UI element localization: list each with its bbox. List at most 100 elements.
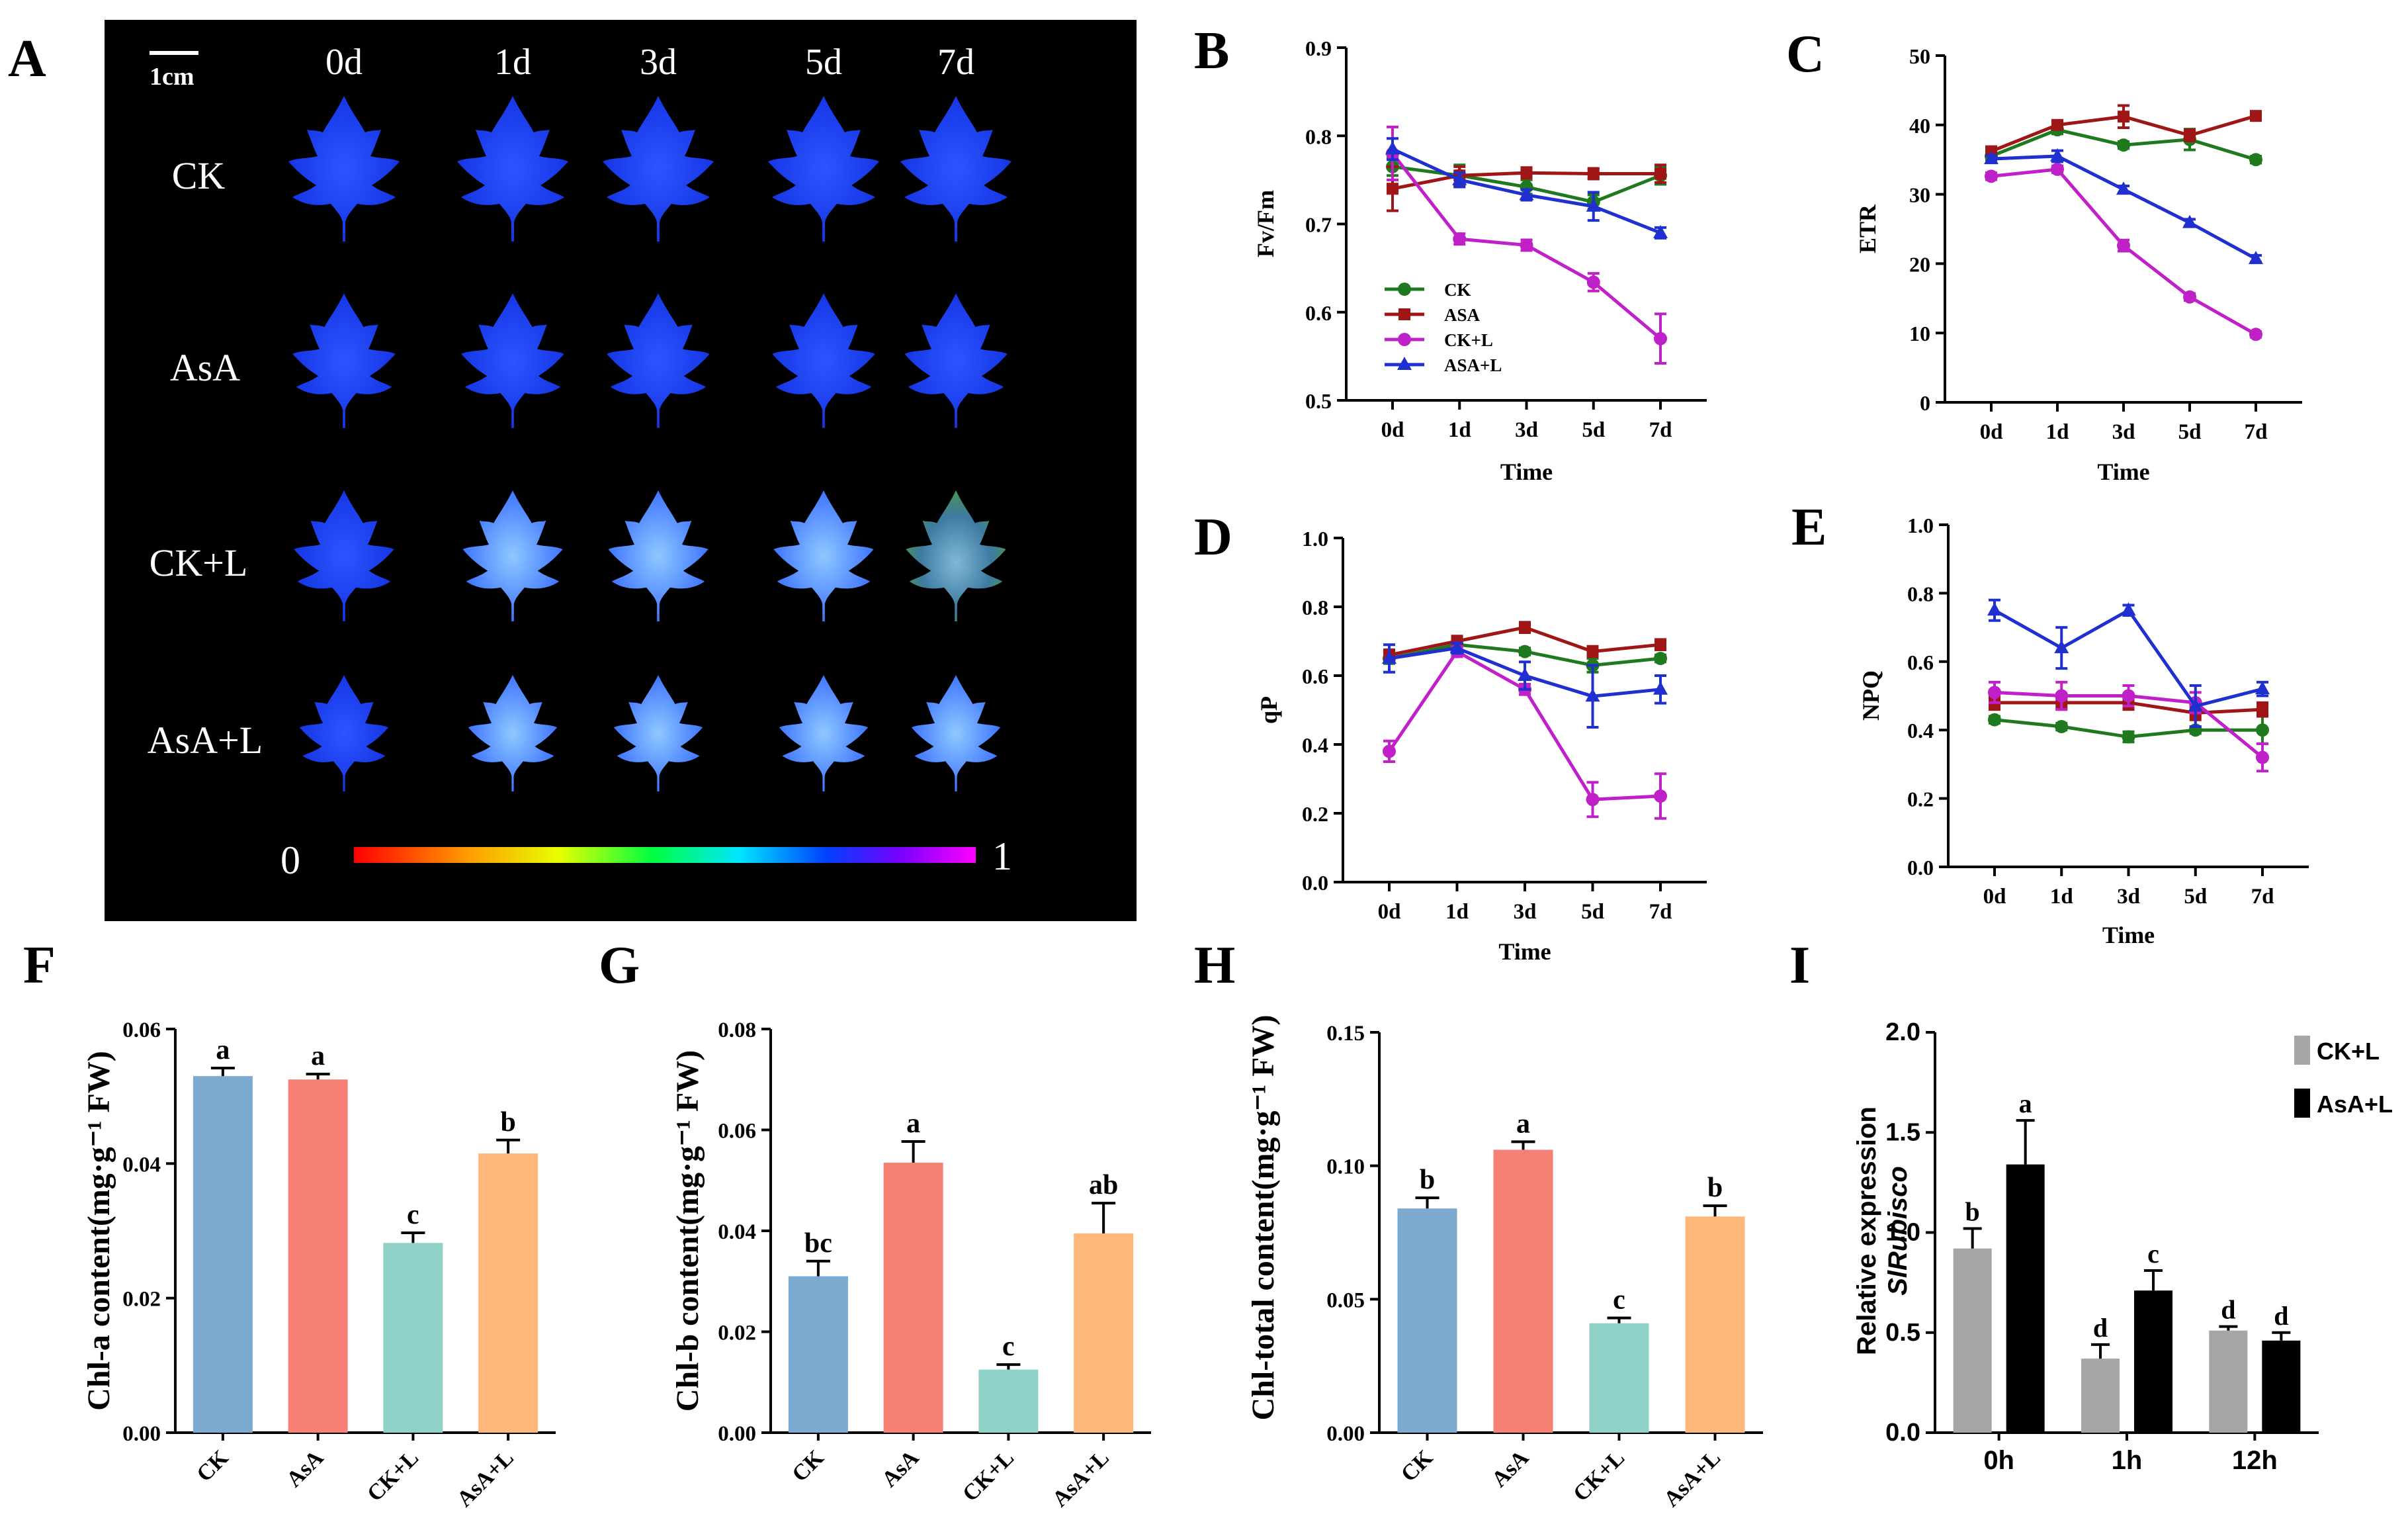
day-label-1d: 1d: [494, 42, 531, 83]
data-point: [1520, 167, 1533, 179]
y-tick-label: 0.06: [122, 1018, 161, 1042]
y-axis-label: qP: [1256, 696, 1282, 724]
x-tick-label: 0d: [1980, 420, 2003, 444]
y-axis-label: ETR: [1854, 204, 1881, 253]
significance-letter: a: [1516, 1108, 1530, 1139]
y-axis-label-gene: SlRubisco: [1883, 1166, 1913, 1296]
data-point: [1387, 183, 1398, 195]
panel-label-f: F: [23, 936, 56, 995]
y-tick-label: 0.0: [1885, 1419, 1920, 1447]
significance-letter: ab: [1089, 1170, 1118, 1200]
data-point: [1520, 238, 1533, 252]
x-tick-label: 7d: [1649, 900, 1672, 924]
panel-label-i: I: [1789, 936, 1810, 995]
y-tick-label: 0.5: [1305, 389, 1332, 413]
significance-letter: c: [407, 1200, 419, 1230]
bar-asa: [1493, 1149, 1553, 1433]
panel-label-a: A: [8, 30, 46, 88]
y-tick-label: 40: [1909, 114, 1930, 138]
data-point: [1985, 169, 1998, 183]
data-point: [1654, 789, 1667, 803]
y-tick-label: 0.8: [1302, 596, 1328, 619]
legend: CK+L AsA+L: [2294, 1036, 2393, 1118]
data-point: [1654, 332, 1667, 345]
row-label-ck: CK: [172, 154, 226, 197]
bar-asa: [883, 1163, 943, 1433]
data-point: [1519, 187, 1534, 201]
x-tick-label: 5d: [2178, 420, 2202, 444]
y-tick-label: 1.0: [1885, 1219, 1920, 1247]
panel-label-b: B: [1194, 22, 1229, 80]
data-point: [1988, 713, 2001, 727]
data-point: [2051, 118, 2063, 131]
series-ck-plus-l: [1386, 125, 1667, 365]
y-tick-label: 0.00: [122, 1422, 161, 1446]
y-tick-label: 0.02: [718, 1321, 756, 1345]
data-point: [1653, 681, 1668, 695]
data-point: [2256, 723, 2269, 737]
data-point: [1383, 744, 1396, 758]
data-point: [2183, 290, 2196, 304]
row-label-asa: AsA: [170, 346, 240, 389]
x-tick-label: 5d: [1581, 900, 1604, 924]
significance-letter: b: [1420, 1165, 1435, 1195]
line-chart-c: 0 10 20 30 40 50 0d 1d 3d 5d 7d Time ETR: [1854, 44, 2302, 485]
data-point: [1655, 167, 1666, 180]
significance-letter: d: [2093, 1313, 2108, 1343]
y-tick-label: 0.6: [1302, 664, 1328, 688]
data-point: [2117, 138, 2130, 152]
y-tick-label: 50: [1909, 44, 1930, 68]
y-axis-label: Chl-a content(mg·g⁻¹ FW): [81, 1051, 116, 1411]
y-axis-label: Chl-b content(mg·g⁻¹ FW): [670, 1050, 705, 1411]
data-point: [2050, 148, 2065, 161]
series-ck-plus-l: [1985, 162, 2262, 341]
panel-label-h: H: [1194, 936, 1235, 995]
significance-letter: b: [1965, 1196, 1980, 1226]
bar-ck: [788, 1276, 848, 1433]
colorbar-min-label: 0: [280, 838, 300, 882]
data-point: [2055, 689, 2069, 703]
panel-a-photo: 1cm 0d 1d 3d 5d 7d CK AsA CK+L AsA+L 0 1: [105, 20, 1137, 921]
day-label-5d: 5d: [805, 42, 842, 83]
data-point: [2188, 698, 2203, 712]
data-point: [1385, 141, 1400, 155]
bar-ck: [1397, 1208, 1457, 1433]
line-chart-d: 0.0 0.2 0.4 0.6 0.8 1.0 0d 1d 3d 5d 7d Time qP: [1256, 527, 1707, 965]
data-point: [1654, 652, 1667, 665]
legend-label: ASA: [1444, 305, 1481, 325]
significance-letter: d: [2274, 1301, 2288, 1331]
x-tick-label: 7d: [2245, 420, 2268, 444]
data-point: [1518, 668, 1532, 681]
x-tick-label: 12h: [2232, 1446, 2278, 1475]
y-tick-label: 0.5: [1885, 1319, 1920, 1347]
row-label-ck-plus-l: CK+L: [150, 541, 248, 584]
legend-swatch: [2294, 1036, 2310, 1065]
y-tick-label: 0: [1920, 391, 1930, 415]
data-point: [2250, 110, 2262, 122]
data-point: [2256, 750, 2269, 764]
significance-letter: a: [311, 1041, 325, 1071]
legend-label: CK: [1444, 280, 1471, 300]
series-asa-plus-l: [1385, 137, 1668, 240]
significance-letter: c: [1613, 1285, 1625, 1316]
y-tick-label: 10: [1909, 322, 1930, 345]
y-tick-label: 0.04: [122, 1153, 161, 1177]
panel-label-d: D: [1194, 508, 1232, 566]
x-tick-label: 3d: [2117, 885, 2140, 909]
data-point: [1586, 198, 1601, 212]
y-axis-label: Chl-total content(mg·g⁻¹ FW): [1246, 1015, 1281, 1421]
data-point: [2122, 730, 2135, 744]
y-tick-label: 0.9: [1305, 36, 1332, 60]
data-point: [2257, 703, 2268, 716]
series-asa-plus-l: [1984, 148, 2263, 265]
y-tick-label: 0.2: [1302, 802, 1328, 826]
bar-asa-plus-l-1h: [2134, 1290, 2172, 1433]
series-asa-plus-l: [1382, 640, 1668, 729]
y-tick-label: 0.8: [1305, 124, 1332, 148]
data-point: [2255, 681, 2270, 695]
significance-letter: a: [2019, 1089, 2032, 1118]
significance-letter: a: [906, 1108, 920, 1139]
colorbar-max-label: 1: [992, 834, 1012, 878]
bar-asa-plus-l-12h: [2262, 1340, 2301, 1433]
series-ck: [1985, 123, 2262, 167]
